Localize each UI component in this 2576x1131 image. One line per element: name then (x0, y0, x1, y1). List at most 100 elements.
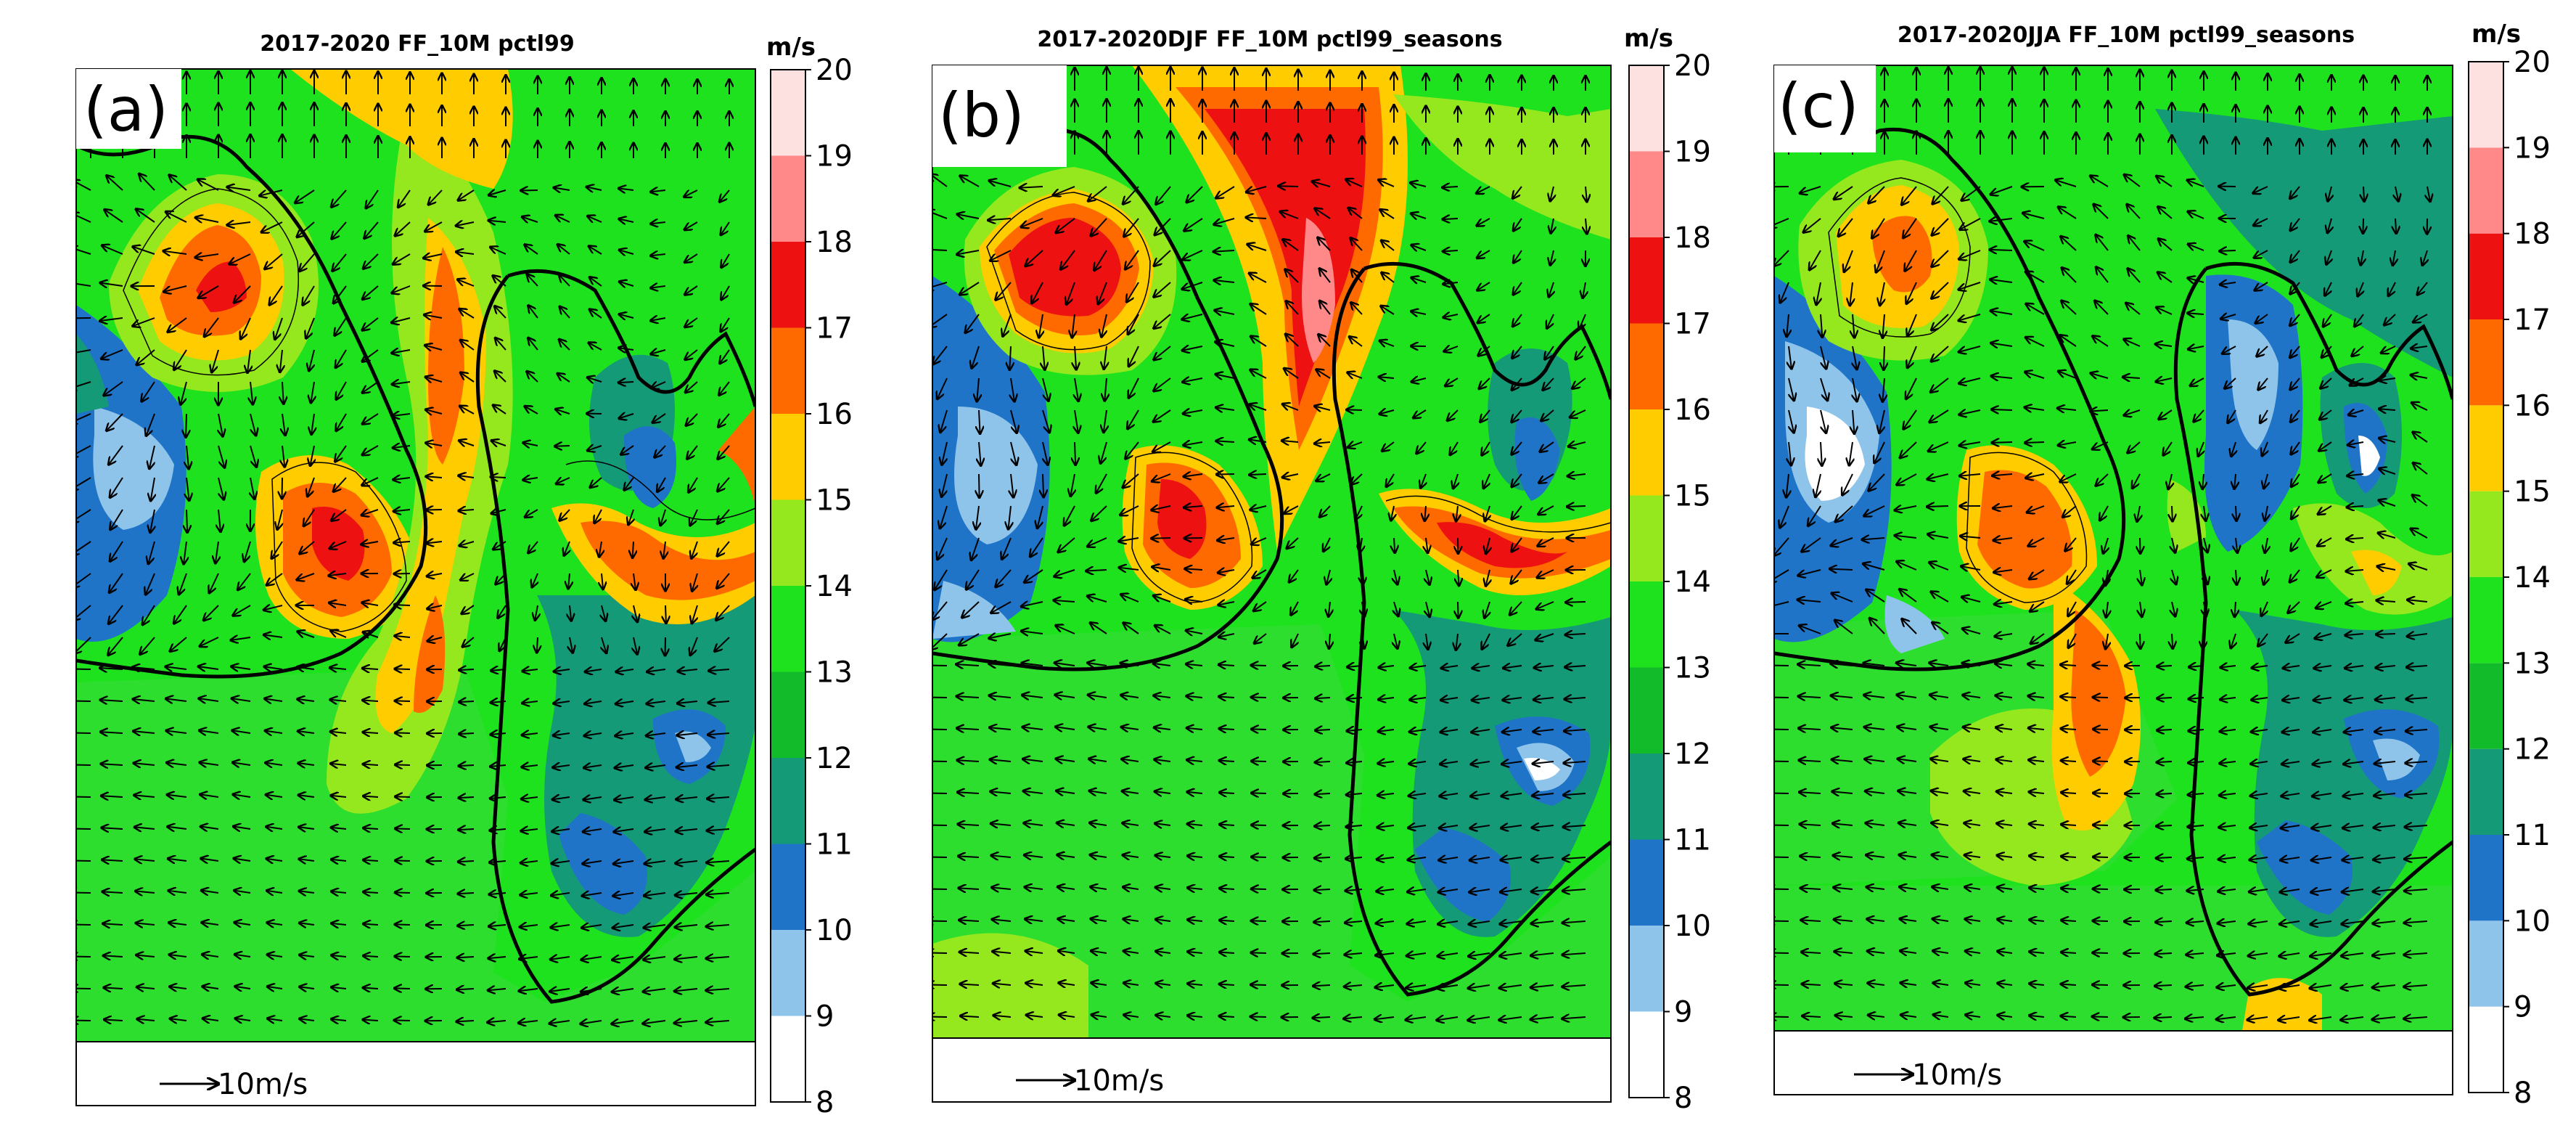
wind-vector (427, 573, 443, 576)
wind-vector (1214, 280, 1235, 282)
wind-vector (1382, 241, 1395, 251)
wind-vector (942, 473, 948, 497)
wind-vector (362, 510, 379, 515)
colorbar-tick-label: 20 (2514, 46, 2551, 79)
wind-vector (1096, 473, 1107, 493)
wind-vector (602, 605, 605, 621)
wind-vector (938, 377, 948, 399)
wind-vector (678, 701, 698, 703)
wind-vector (148, 541, 155, 563)
wind-vector (1567, 506, 1586, 507)
wind-vector (1547, 314, 1554, 328)
wind-vector (522, 733, 538, 735)
wind-vector (1318, 335, 1331, 347)
wind-vector (1002, 537, 1012, 559)
wind-vector (268, 987, 283, 989)
wind-vector (1251, 665, 1267, 666)
wind-vector (932, 728, 948, 730)
wind-vector (76, 892, 91, 893)
wind-vector (1570, 409, 1586, 417)
wind-vector (1314, 889, 1331, 890)
panel-a-vectors (76, 71, 730, 1024)
wind-vector (459, 669, 475, 670)
wind-vector (298, 763, 315, 765)
wind-vector (707, 797, 730, 799)
wind-vector (1411, 245, 1427, 250)
wind-vector (523, 443, 538, 446)
wind-vector (1217, 506, 1235, 507)
wind-vector (2025, 442, 2045, 443)
wind-vector (2157, 825, 2173, 826)
wind-vector (133, 317, 155, 326)
wind-vector (427, 542, 443, 543)
wind-vector (395, 221, 411, 236)
wind-vector (394, 510, 411, 511)
wind-vector (550, 989, 570, 992)
wind-vector (628, 509, 633, 524)
wind-vector (393, 382, 411, 384)
wind-vector (564, 541, 570, 555)
wind-vector (1247, 186, 1267, 192)
wind-vector (200, 762, 219, 765)
wind-vector (663, 541, 665, 558)
wind-vector (332, 189, 347, 207)
wind-vector (364, 956, 379, 957)
wind-vector (364, 764, 379, 765)
wind-vector (1039, 314, 1043, 338)
wind-vector (1282, 441, 1299, 442)
wind-vector (76, 248, 91, 255)
wind-vector (583, 829, 602, 832)
wind-vector (537, 637, 538, 652)
colorbar-level-16-17 (771, 327, 805, 414)
colorbar-tick-label: 16 (1674, 393, 1711, 427)
wind-vector (1053, 186, 1075, 195)
wind-vector (300, 1018, 315, 1021)
wind-vector (1313, 1017, 1331, 1018)
wind-vector (267, 573, 283, 585)
wind-vector (250, 413, 256, 436)
wind-vector (135, 827, 155, 829)
wind-vector (488, 1021, 506, 1022)
wind-vector (140, 637, 155, 654)
wind-vector (996, 282, 1012, 300)
wind-vector (110, 541, 123, 561)
wind-vector (104, 1019, 123, 1021)
wind-vector (633, 573, 636, 589)
wind-vector (303, 285, 315, 305)
colorbar-level-19-20 (1629, 65, 1664, 152)
wind-vector (2157, 793, 2173, 794)
wind-vector (1011, 473, 1014, 497)
wind-vector (184, 541, 186, 563)
colorbar-level-18-19 (2469, 147, 2503, 234)
wind-vector (1025, 250, 1043, 266)
wind-vector (556, 216, 570, 223)
wind-vector (2093, 984, 2109, 985)
wind-vector (459, 733, 475, 734)
wind-vector (685, 285, 698, 295)
wind-vector (988, 219, 1012, 220)
wind-vector (76, 282, 91, 286)
wind-vector (136, 891, 155, 893)
wind-vector (677, 765, 698, 767)
wind-vector (707, 861, 730, 862)
wind-vector (1541, 409, 1554, 420)
wind-vector (612, 957, 634, 960)
wind-vector (1478, 346, 1490, 356)
wind-vector (1154, 314, 1171, 328)
wind-vector (1154, 346, 1171, 359)
wind-vector (651, 254, 666, 256)
wind-vector (932, 952, 948, 953)
wind-vector (199, 698, 219, 701)
colorbar-level-11-12 (2469, 748, 2503, 835)
wind-vector (685, 221, 698, 229)
wind-vector (653, 413, 666, 422)
wind-vector (612, 989, 634, 992)
wind-vector (495, 306, 506, 319)
wind-vector (932, 1016, 948, 1017)
wind-vector (1043, 346, 1045, 369)
wind-vector (707, 829, 730, 830)
wind-vector (216, 541, 218, 563)
wind-vector (493, 405, 506, 415)
wind-vector (76, 796, 91, 798)
wind-vector (676, 797, 698, 799)
